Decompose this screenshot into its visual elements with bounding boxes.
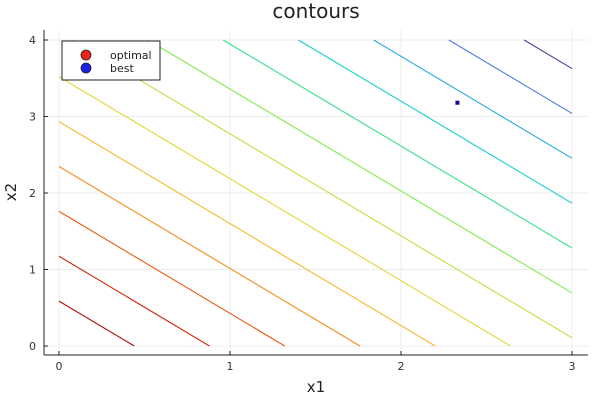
contour-line xyxy=(373,39,573,159)
contour-line xyxy=(72,39,573,339)
contour-line xyxy=(448,39,573,114)
x-tick-label: 0 xyxy=(56,360,63,373)
y-tick-label: 3 xyxy=(29,111,36,124)
contour-line xyxy=(58,210,286,347)
y-ticks: 0 1 2 3 4 xyxy=(29,34,48,353)
y-tick-label: 1 xyxy=(29,264,36,277)
x-tick-label: 1 xyxy=(227,360,234,373)
x-tick-label: 3 xyxy=(569,360,576,373)
contour-line xyxy=(147,39,573,294)
contour-line xyxy=(298,39,573,204)
grid-lines xyxy=(44,30,588,355)
y-tick-label: 4 xyxy=(29,34,36,47)
y-axis-label: x2 xyxy=(2,183,20,201)
legend-marker-best xyxy=(80,62,92,74)
contour-line xyxy=(58,300,135,347)
x-axis-label: x1 xyxy=(307,378,325,396)
legend: optimal best xyxy=(61,40,161,81)
contour-line xyxy=(58,121,436,347)
y-tick-label: 2 xyxy=(29,187,36,200)
legend-box xyxy=(61,40,161,81)
marker-best xyxy=(455,100,460,105)
x-ticks: 0 1 2 3 xyxy=(56,351,576,373)
contour-line xyxy=(58,76,511,347)
contour-line xyxy=(58,166,361,347)
y-tick-label: 0 xyxy=(29,340,36,353)
contour-line xyxy=(222,39,573,249)
x-tick-label: 2 xyxy=(398,360,405,373)
data-markers xyxy=(455,100,460,105)
contour-line xyxy=(58,255,210,347)
legend-marker-optimal xyxy=(80,49,92,61)
chart-title: contours xyxy=(272,0,359,23)
contour-line xyxy=(523,39,573,70)
legend-label-best: best xyxy=(110,62,134,75)
legend-label-optimal: optimal xyxy=(110,49,152,62)
contour-lines xyxy=(58,39,573,347)
